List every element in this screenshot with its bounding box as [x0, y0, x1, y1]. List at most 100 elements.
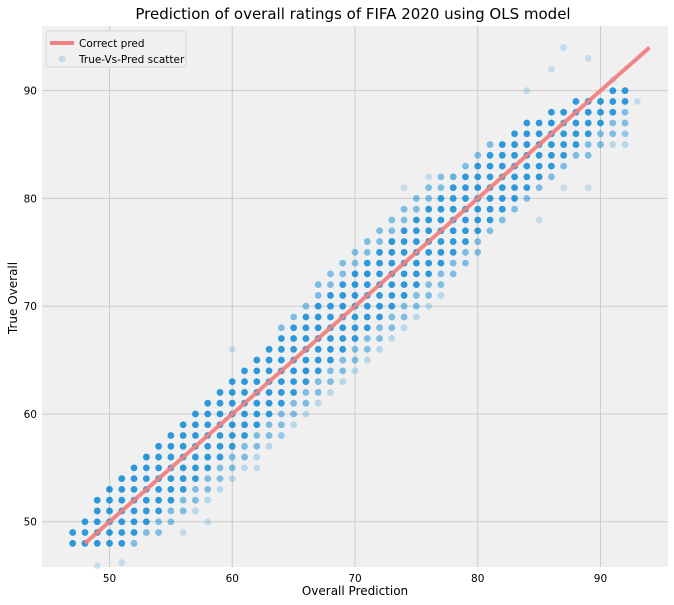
scatter-point	[523, 119, 531, 127]
scatter-point	[241, 378, 248, 386]
scatter-point	[167, 518, 175, 526]
scatter-point	[339, 335, 347, 342]
scatter-point	[327, 389, 334, 396]
scatter-point	[302, 335, 310, 342]
scatter-point	[241, 410, 248, 418]
scatter-point	[449, 238, 457, 245]
scatter-point	[376, 292, 383, 299]
y-tick-label: 90	[24, 86, 37, 98]
scatter-point	[241, 389, 248, 396]
scatter-point	[327, 367, 334, 375]
scatter-point	[400, 292, 408, 299]
scatter-point	[277, 399, 285, 407]
scatter-point	[69, 539, 77, 547]
scatter-point	[363, 313, 371, 321]
scatter-point	[363, 356, 371, 364]
scatter-point	[449, 270, 457, 278]
scatter-point	[327, 345, 334, 353]
scatter-point	[474, 162, 482, 170]
scatter-point	[621, 98, 629, 105]
scatter-point	[511, 130, 518, 138]
scatter-point	[572, 119, 580, 127]
scatter-point	[363, 335, 371, 342]
scatter-point	[302, 313, 310, 321]
scatter-point	[425, 195, 433, 202]
scatter-point	[290, 421, 298, 429]
scatter-point	[437, 205, 445, 213]
scatter-point	[106, 507, 113, 515]
scatter-point	[400, 324, 408, 332]
scatter-point	[388, 238, 396, 245]
scatter-point	[474, 184, 482, 192]
scatter-point	[314, 302, 322, 310]
scatter-point	[388, 292, 396, 299]
scatter-point	[253, 442, 261, 450]
scatter-point	[241, 421, 248, 429]
scatter-point	[241, 453, 248, 461]
scatter-point	[535, 173, 543, 181]
scatter-point	[351, 335, 359, 342]
x-tick-label: 50	[103, 573, 116, 585]
scatter-point	[474, 205, 482, 213]
scatter-point	[363, 281, 371, 289]
scatter-point	[351, 356, 359, 364]
scatter-point	[523, 130, 531, 138]
scatter-point	[425, 270, 433, 278]
scatter-point	[216, 410, 224, 418]
x-tick-label: 90	[594, 573, 607, 585]
scatter-point	[363, 270, 371, 278]
scatter-point	[597, 108, 604, 116]
x-tick-label: 80	[471, 573, 484, 585]
legend-label-scatter: True-Vs-Pred scatter	[78, 54, 185, 66]
scatter-point	[339, 270, 347, 278]
scatter-point	[265, 399, 273, 407]
scatter-point	[93, 507, 101, 515]
scatter-point	[179, 529, 187, 536]
scatter-point	[388, 324, 396, 332]
scatter-point	[376, 270, 383, 278]
scatter-point	[560, 184, 568, 192]
scatter-point	[228, 399, 236, 407]
y-tick-label: 50	[24, 517, 37, 529]
scatter-point	[106, 486, 113, 493]
scatter-point	[216, 399, 224, 407]
scatter-point	[327, 335, 334, 342]
scatter-point	[351, 313, 359, 321]
scatter-point	[449, 259, 457, 267]
scatter-point	[179, 486, 187, 493]
scatter-point	[204, 453, 212, 461]
scatter-point	[535, 184, 543, 192]
scatter-point	[621, 130, 629, 138]
scatter-point	[351, 367, 359, 375]
scatter-point	[388, 248, 396, 256]
scatter-point	[351, 292, 359, 299]
scatter-point	[277, 432, 285, 439]
scatter-point	[302, 399, 310, 407]
scatter-point	[486, 173, 494, 181]
scatter-point	[142, 475, 150, 483]
scatter-point	[376, 248, 383, 256]
scatter-point	[265, 345, 273, 353]
scatter-point	[327, 302, 334, 310]
scatter-point	[167, 486, 175, 493]
scatter-point	[167, 453, 175, 461]
scatter-point	[412, 205, 420, 213]
scatter-point	[204, 464, 212, 472]
scatter-point	[327, 281, 334, 289]
scatter-point	[277, 324, 285, 332]
scatter-point	[498, 195, 506, 202]
scatter-point	[314, 345, 322, 353]
scatter-point	[155, 442, 163, 450]
x-tick-label: 70	[348, 573, 361, 585]
scatter-point	[486, 162, 494, 170]
scatter-point	[400, 302, 408, 310]
scatter-point	[253, 367, 261, 375]
scatter-point	[547, 119, 555, 127]
scatter-point	[547, 151, 555, 159]
scatter-point	[609, 119, 617, 127]
scatter-point	[314, 399, 322, 407]
scatter-point	[106, 539, 113, 547]
scatter-point	[437, 259, 445, 267]
scatter-point	[290, 335, 298, 342]
scatter-point	[437, 248, 445, 256]
